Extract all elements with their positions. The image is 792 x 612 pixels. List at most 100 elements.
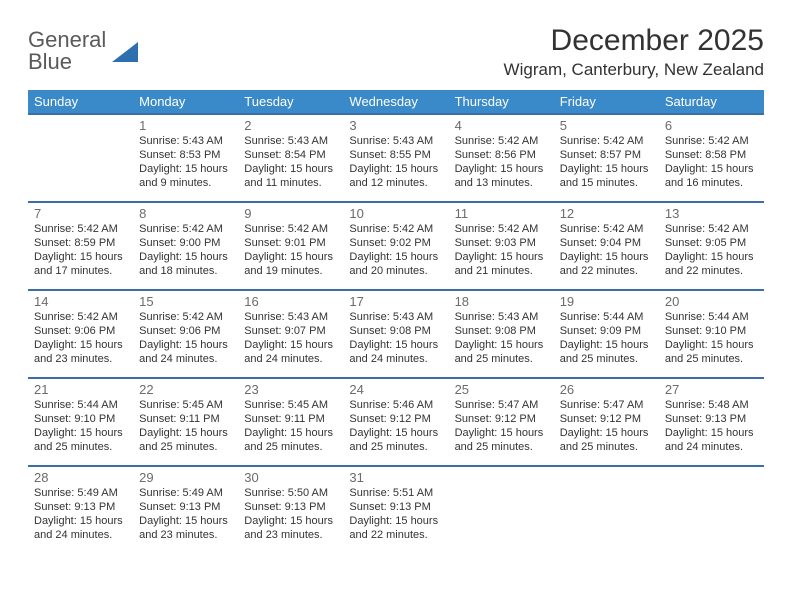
brand-triangle-icon (112, 42, 138, 62)
sunset-text: Sunset: 9:08 PM (349, 324, 442, 338)
sunrise-text: Sunrise: 5:42 AM (244, 222, 337, 236)
calendar-cell: 30Sunrise: 5:50 AMSunset: 9:13 PMDayligh… (238, 465, 343, 553)
day-number: 10 (349, 206, 442, 221)
daylight-text: Daylight: 15 hours and 24 minutes. (139, 338, 232, 366)
sunrise-text: Sunrise: 5:42 AM (34, 222, 127, 236)
sunset-text: Sunset: 9:06 PM (139, 324, 232, 338)
calendar-cell: 23Sunrise: 5:45 AMSunset: 9:11 PMDayligh… (238, 377, 343, 465)
sunrise-text: Sunrise: 5:45 AM (139, 398, 232, 412)
day-number: 14 (34, 294, 127, 309)
day-number: 19 (560, 294, 653, 309)
daylight-text: Daylight: 15 hours and 16 minutes. (665, 162, 758, 190)
day-number: 22 (139, 382, 232, 397)
calendar-cell: 10Sunrise: 5:42 AMSunset: 9:02 PMDayligh… (343, 201, 448, 289)
sunset-text: Sunset: 9:12 PM (455, 412, 548, 426)
sunrise-text: Sunrise: 5:44 AM (665, 310, 758, 324)
calendar-page: General Blue December 2025 Wigram, Cante… (0, 0, 792, 553)
sunrise-text: Sunrise: 5:42 AM (560, 134, 653, 148)
daylight-text: Daylight: 15 hours and 11 minutes. (244, 162, 337, 190)
sunrise-text: Sunrise: 5:42 AM (665, 134, 758, 148)
day-number: 7 (34, 206, 127, 221)
calendar-cell: 14Sunrise: 5:42 AMSunset: 9:06 PMDayligh… (28, 289, 133, 377)
sunset-text: Sunset: 8:59 PM (34, 236, 127, 250)
sunrise-text: Sunrise: 5:43 AM (139, 134, 232, 148)
weekday-header: Wednesday (343, 90, 448, 113)
day-info: Sunrise: 5:47 AMSunset: 9:12 PMDaylight:… (455, 398, 548, 454)
day-number: 24 (349, 382, 442, 397)
sunrise-text: Sunrise: 5:42 AM (665, 222, 758, 236)
daylight-text: Daylight: 15 hours and 24 minutes. (34, 514, 127, 542)
daylight-text: Daylight: 15 hours and 15 minutes. (560, 162, 653, 190)
day-info: Sunrise: 5:47 AMSunset: 9:12 PMDaylight:… (560, 398, 653, 454)
sunset-text: Sunset: 9:12 PM (349, 412, 442, 426)
sunrise-text: Sunrise: 5:48 AM (665, 398, 758, 412)
sunset-text: Sunset: 9:01 PM (244, 236, 337, 250)
day-number: 5 (560, 118, 653, 133)
calendar-cell: 24Sunrise: 5:46 AMSunset: 9:12 PMDayligh… (343, 377, 448, 465)
day-number: 1 (139, 118, 232, 133)
day-number: 4 (455, 118, 548, 133)
calendar-cell: 27Sunrise: 5:48 AMSunset: 9:13 PMDayligh… (659, 377, 764, 465)
day-number: 21 (34, 382, 127, 397)
day-info: Sunrise: 5:42 AMSunset: 8:57 PMDaylight:… (560, 134, 653, 190)
daylight-text: Daylight: 15 hours and 25 minutes. (244, 426, 337, 454)
daylight-text: Daylight: 15 hours and 25 minutes. (665, 338, 758, 366)
sunset-text: Sunset: 9:11 PM (139, 412, 232, 426)
calendar-week-row: 21Sunrise: 5:44 AMSunset: 9:10 PMDayligh… (28, 377, 764, 465)
location-text: Wigram, Canterbury, New Zealand (504, 60, 764, 80)
sunrise-text: Sunrise: 5:47 AM (455, 398, 548, 412)
day-number: 28 (34, 470, 127, 485)
sunset-text: Sunset: 9:02 PM (349, 236, 442, 250)
day-info: Sunrise: 5:42 AMSunset: 9:05 PMDaylight:… (665, 222, 758, 278)
day-number: 13 (665, 206, 758, 221)
daylight-text: Daylight: 15 hours and 22 minutes. (349, 514, 442, 542)
calendar-cell: 29Sunrise: 5:49 AMSunset: 9:13 PMDayligh… (133, 465, 238, 553)
day-number: 18 (455, 294, 548, 309)
sunrise-text: Sunrise: 5:42 AM (34, 310, 127, 324)
calendar-week-row: 28Sunrise: 5:49 AMSunset: 9:13 PMDayligh… (28, 465, 764, 553)
day-info: Sunrise: 5:43 AMSunset: 9:07 PMDaylight:… (244, 310, 337, 366)
calendar-cell (449, 465, 554, 553)
brand-logo: General Blue (28, 24, 138, 74)
daylight-text: Daylight: 15 hours and 24 minutes. (244, 338, 337, 366)
daylight-text: Daylight: 15 hours and 23 minutes. (139, 514, 232, 542)
calendar-cell: 21Sunrise: 5:44 AMSunset: 9:10 PMDayligh… (28, 377, 133, 465)
sunrise-text: Sunrise: 5:43 AM (455, 310, 548, 324)
day-info: Sunrise: 5:49 AMSunset: 9:13 PMDaylight:… (139, 486, 232, 542)
weekday-header: Sunday (28, 90, 133, 113)
daylight-text: Daylight: 15 hours and 21 minutes. (455, 250, 548, 278)
calendar-cell: 15Sunrise: 5:42 AMSunset: 9:06 PMDayligh… (133, 289, 238, 377)
sunset-text: Sunset: 9:13 PM (139, 500, 232, 514)
sunset-text: Sunset: 8:58 PM (665, 148, 758, 162)
day-info: Sunrise: 5:49 AMSunset: 9:13 PMDaylight:… (34, 486, 127, 542)
day-number: 26 (560, 382, 653, 397)
day-number: 9 (244, 206, 337, 221)
sunrise-text: Sunrise: 5:44 AM (34, 398, 127, 412)
calendar-cell: 25Sunrise: 5:47 AMSunset: 9:12 PMDayligh… (449, 377, 554, 465)
calendar-cell: 12Sunrise: 5:42 AMSunset: 9:04 PMDayligh… (554, 201, 659, 289)
daylight-text: Daylight: 15 hours and 20 minutes. (349, 250, 442, 278)
daylight-text: Daylight: 15 hours and 23 minutes. (244, 514, 337, 542)
sunset-text: Sunset: 9:13 PM (665, 412, 758, 426)
day-info: Sunrise: 5:42 AMSunset: 9:02 PMDaylight:… (349, 222, 442, 278)
sunset-text: Sunset: 9:09 PM (560, 324, 653, 338)
sunset-text: Sunset: 9:10 PM (665, 324, 758, 338)
day-info: Sunrise: 5:42 AMSunset: 8:58 PMDaylight:… (665, 134, 758, 190)
sunset-text: Sunset: 9:13 PM (34, 500, 127, 514)
calendar-cell: 18Sunrise: 5:43 AMSunset: 9:08 PMDayligh… (449, 289, 554, 377)
calendar-cell (659, 465, 764, 553)
day-info: Sunrise: 5:51 AMSunset: 9:13 PMDaylight:… (349, 486, 442, 542)
weekday-header-row: Sunday Monday Tuesday Wednesday Thursday… (28, 90, 764, 113)
header: General Blue December 2025 Wigram, Cante… (28, 24, 764, 80)
sunrise-text: Sunrise: 5:49 AM (34, 486, 127, 500)
sunset-text: Sunset: 8:54 PM (244, 148, 337, 162)
day-info: Sunrise: 5:42 AMSunset: 9:01 PMDaylight:… (244, 222, 337, 278)
sunset-text: Sunset: 8:57 PM (560, 148, 653, 162)
day-info: Sunrise: 5:44 AMSunset: 9:10 PMDaylight:… (665, 310, 758, 366)
calendar-cell: 22Sunrise: 5:45 AMSunset: 9:11 PMDayligh… (133, 377, 238, 465)
sunset-text: Sunset: 9:12 PM (560, 412, 653, 426)
day-info: Sunrise: 5:48 AMSunset: 9:13 PMDaylight:… (665, 398, 758, 454)
calendar-week-row: 7Sunrise: 5:42 AMSunset: 8:59 PMDaylight… (28, 201, 764, 289)
sunset-text: Sunset: 9:13 PM (349, 500, 442, 514)
sunset-text: Sunset: 8:53 PM (139, 148, 232, 162)
